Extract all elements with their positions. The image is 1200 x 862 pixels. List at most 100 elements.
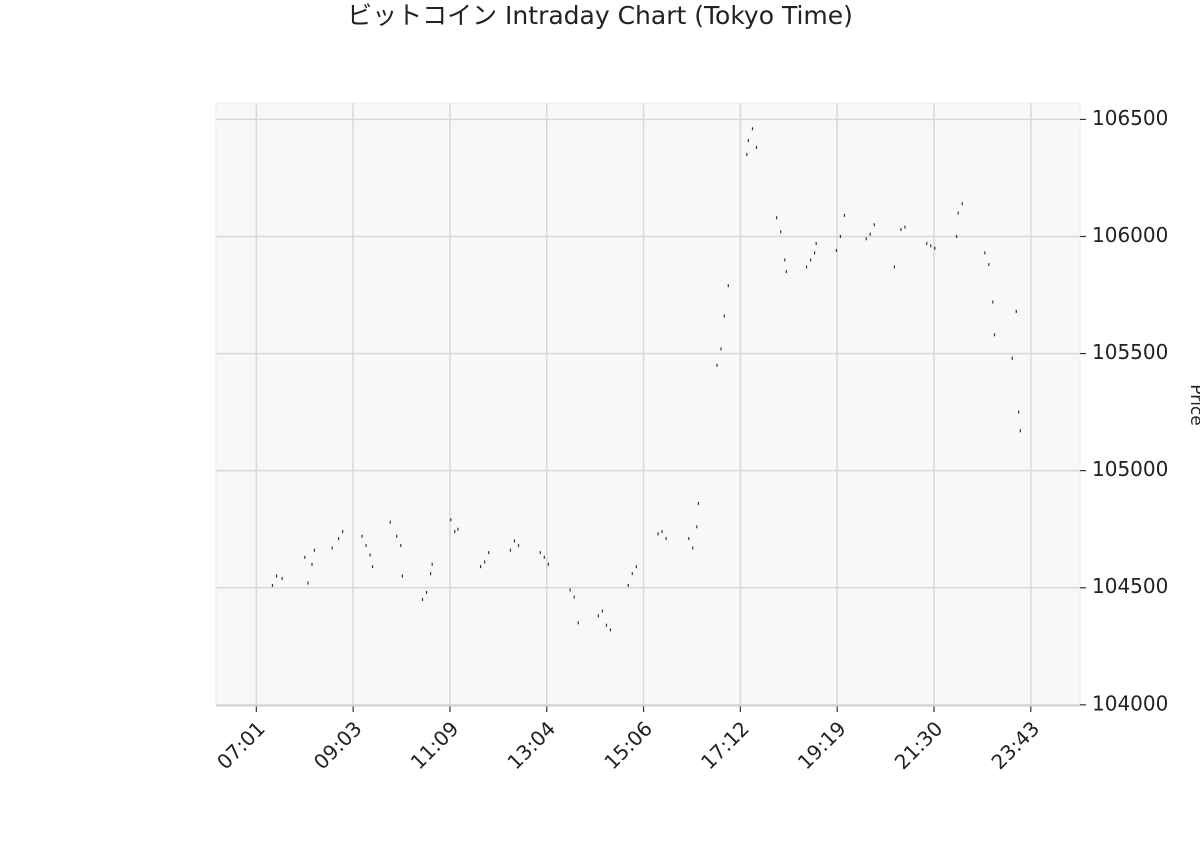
price-point bbox=[307, 581, 309, 585]
x-tick-label: 21:30 bbox=[890, 716, 948, 774]
x-tick-label: 09:03 bbox=[309, 716, 367, 774]
price-point bbox=[338, 537, 340, 541]
price-point bbox=[369, 553, 371, 557]
price-point bbox=[1015, 309, 1017, 313]
price-point bbox=[400, 544, 402, 548]
price-point bbox=[865, 237, 867, 241]
price-point bbox=[313, 548, 316, 552]
price-point bbox=[425, 590, 428, 594]
price-point bbox=[893, 265, 896, 269]
price-point bbox=[1011, 356, 1013, 360]
price-point bbox=[784, 258, 786, 262]
y-tick-label: 106000 bbox=[1092, 223, 1168, 247]
y-tick-label: 104000 bbox=[1092, 691, 1168, 715]
y-axis-label: Price bbox=[1186, 384, 1200, 425]
price-point bbox=[484, 560, 486, 564]
price-point bbox=[716, 363, 718, 367]
price-point bbox=[605, 623, 608, 627]
price-point bbox=[421, 597, 424, 601]
price-point bbox=[1018, 410, 1020, 414]
price-point bbox=[601, 609, 604, 613]
price-point bbox=[597, 614, 599, 618]
price-point bbox=[569, 588, 571, 592]
chart-title: ビットコイン Intraday Chart (Tokyo Time) bbox=[347, 1, 853, 30]
y-tick-label: 106500 bbox=[1092, 106, 1168, 130]
price-point bbox=[281, 576, 283, 580]
price-point bbox=[631, 572, 633, 576]
price-point bbox=[776, 216, 778, 220]
price-point bbox=[957, 211, 959, 215]
price-point bbox=[993, 333, 996, 337]
price-point bbox=[688, 537, 690, 541]
price-point bbox=[275, 574, 278, 578]
price-point bbox=[331, 546, 333, 550]
price-point bbox=[547, 562, 549, 566]
plot-background bbox=[215, 102, 1081, 707]
price-point bbox=[805, 265, 808, 269]
price-point bbox=[577, 621, 579, 625]
x-tick-label: 15:06 bbox=[599, 716, 657, 774]
price-point bbox=[988, 263, 990, 267]
x-tick-label: 19:19 bbox=[793, 716, 851, 774]
price-point bbox=[401, 574, 403, 578]
price-point bbox=[843, 213, 846, 217]
price-point bbox=[697, 501, 700, 505]
price-point bbox=[747, 138, 750, 142]
price-point bbox=[573, 595, 575, 599]
price-point bbox=[609, 628, 612, 632]
price-point bbox=[342, 530, 344, 534]
price-point bbox=[657, 532, 659, 536]
price-point bbox=[755, 145, 758, 149]
price-point bbox=[904, 225, 906, 229]
price-point bbox=[873, 223, 875, 227]
price-point bbox=[696, 525, 698, 529]
price-point bbox=[751, 127, 754, 131]
price-point bbox=[635, 565, 637, 569]
x-tick-label: 23:43 bbox=[986, 716, 1044, 774]
price-point bbox=[627, 583, 629, 587]
price-point bbox=[785, 270, 787, 274]
y-tick-label: 104500 bbox=[1092, 574, 1168, 598]
price-point bbox=[539, 551, 541, 555]
price-point bbox=[961, 202, 963, 206]
price-point bbox=[780, 230, 782, 234]
price-point bbox=[984, 251, 986, 255]
price-point bbox=[723, 314, 725, 318]
price-point bbox=[304, 555, 306, 559]
price-point bbox=[869, 232, 871, 236]
price-point bbox=[692, 546, 694, 550]
price-point bbox=[371, 565, 374, 569]
price-point bbox=[815, 242, 817, 246]
price-point bbox=[450, 518, 452, 522]
price-point bbox=[930, 244, 932, 248]
price-point bbox=[454, 530, 456, 534]
price-point bbox=[488, 551, 490, 555]
price-point bbox=[992, 300, 994, 304]
price-point bbox=[665, 537, 667, 541]
price-point bbox=[746, 153, 748, 157]
price-point bbox=[661, 530, 663, 534]
x-tick-label: 07:01 bbox=[212, 716, 270, 774]
price-point bbox=[839, 234, 842, 238]
price-point bbox=[543, 555, 545, 559]
x-tick-label: 17:12 bbox=[696, 716, 754, 774]
price-point bbox=[271, 583, 274, 587]
y-tick-label: 105500 bbox=[1092, 340, 1168, 364]
price-point bbox=[396, 534, 398, 538]
price-point bbox=[509, 548, 512, 552]
price-point bbox=[429, 572, 432, 576]
price-point bbox=[480, 565, 482, 569]
price-point bbox=[955, 234, 958, 238]
price-point bbox=[389, 520, 391, 524]
price-point bbox=[513, 539, 516, 543]
price-point bbox=[457, 527, 459, 531]
price-point bbox=[311, 562, 313, 566]
price-point bbox=[809, 258, 812, 262]
price-point bbox=[727, 284, 729, 288]
price-point bbox=[720, 347, 722, 351]
price-point bbox=[900, 227, 902, 231]
x-tick-label: 13:04 bbox=[502, 716, 560, 774]
price-point bbox=[365, 544, 367, 548]
price-point bbox=[934, 246, 936, 250]
